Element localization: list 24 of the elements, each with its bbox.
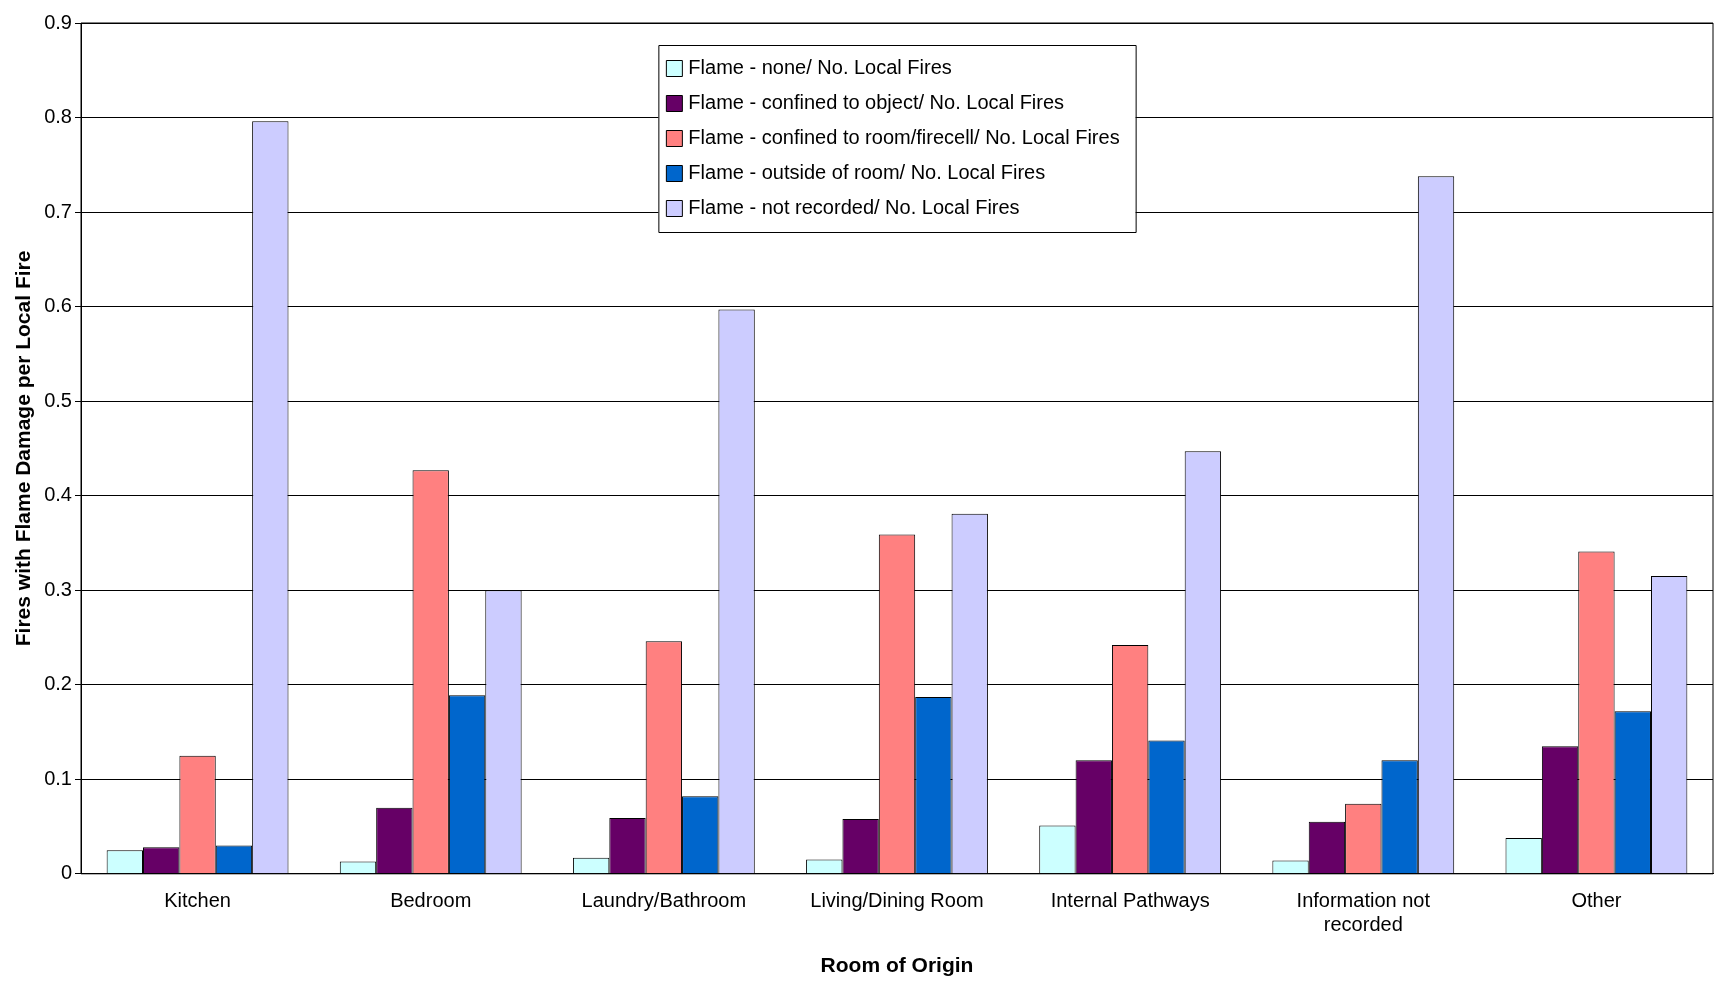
y-tick-label: 0.6	[44, 294, 72, 317]
x-tick-label: Laundry/Bathroom	[581, 889, 747, 912]
legend-label: Flame - confined to object/ No. Local Fires	[688, 91, 1065, 114]
y-tick-label: 0	[60, 861, 72, 884]
y-tick-label: 0.9	[44, 10, 72, 33]
y-axis-title: Fires with Flame Damage per Local Fire	[11, 250, 35, 647]
legend-label: Flame - none/ No. Local Fires	[688, 56, 952, 79]
legend-label: Flame - confined to room/firecell/ No. Local Fires	[688, 126, 1120, 149]
y-tick-label: 0.4	[44, 483, 72, 506]
legend-label: Flame - outside of room/ No. Local Fires	[688, 161, 1046, 184]
x-tick-label: Other	[1571, 889, 1622, 912]
y-tick-label: 0.3	[44, 577, 72, 600]
x-tick-label: Information not recorded	[1296, 889, 1431, 936]
x-tick-label: Kitchen	[164, 889, 231, 912]
y-tick-label: 0.2	[44, 672, 72, 695]
x-tick-label: Internal Pathways	[1050, 889, 1210, 912]
y-tick-label: 0.7	[44, 199, 72, 222]
legend-label: Flame - not recorded/ No. Local Fires	[688, 196, 1020, 219]
x-axis-title: Room of Origin	[820, 953, 974, 977]
y-tick-label: 0.1	[44, 766, 72, 789]
x-tick-label: Bedroom	[390, 889, 472, 912]
y-tick-label: 0.8	[44, 105, 72, 128]
y-tick-label: 0.5	[44, 388, 72, 411]
x-tick-label: Living/Dining Room	[810, 889, 984, 912]
